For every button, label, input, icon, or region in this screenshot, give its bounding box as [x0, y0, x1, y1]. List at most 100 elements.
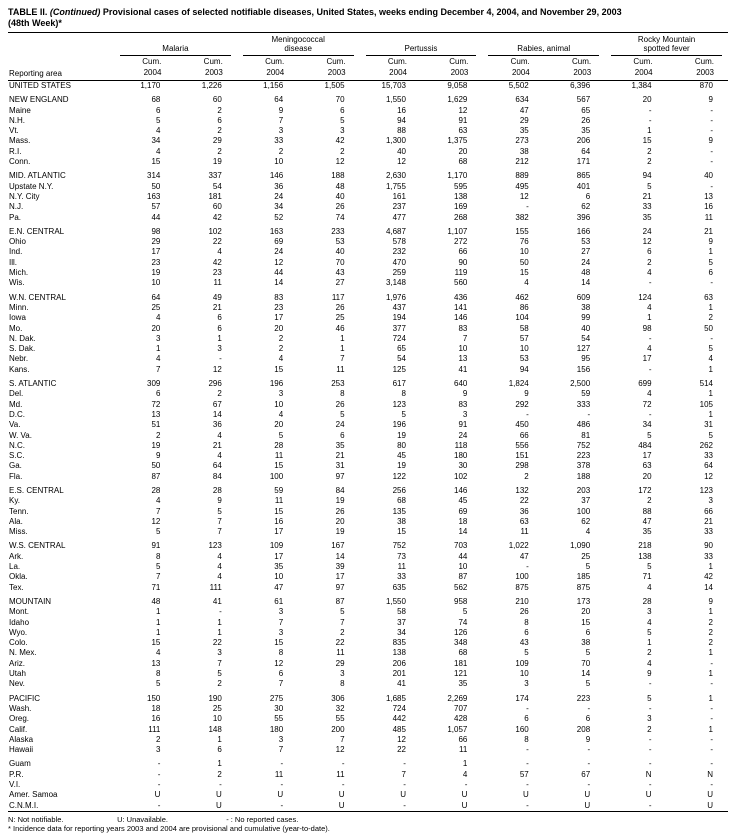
- value-cell: 16: [151, 714, 161, 724]
- value-cell: 14: [704, 582, 713, 592]
- disease-header-row: Reporting area Malaria Meningococcal disea…: [8, 33, 728, 78]
- reporting-area-cell: Ariz.: [9, 658, 25, 668]
- reporting-area-cell: Ohio: [9, 237, 26, 247]
- value-cell: 7: [340, 617, 345, 627]
- value-cell: 174: [515, 693, 529, 703]
- table-row: Ariz. 13 7 12 29 206 181 109 70 4 -: [8, 659, 728, 669]
- value-cell: 44: [458, 551, 468, 561]
- value-cell: 4: [217, 572, 222, 582]
- value-cell: 83: [458, 323, 468, 333]
- reporting-area-cell: MID. ATLANTIC: [9, 171, 66, 181]
- value-cell: 68: [151, 95, 161, 105]
- cum-label: Cum.: [572, 57, 592, 66]
- table-row: N. Dak. 3 1 2 1 724 7 57 54 - -: [8, 334, 728, 344]
- value-cell: 314: [147, 171, 161, 181]
- table-week-label: (48th Week)*: [8, 18, 62, 28]
- value-cell: 15: [151, 157, 161, 167]
- value-cell: 14: [581, 278, 591, 288]
- value-cell: 42: [212, 212, 222, 222]
- value-cell: 3: [647, 714, 652, 724]
- value-cell: 1: [217, 759, 222, 769]
- value-cell: 60: [212, 202, 222, 212]
- value-cell: 97: [335, 582, 345, 592]
- value-cell: 11: [397, 562, 406, 572]
- value-cell: 870: [699, 81, 713, 90]
- value-cell: N: [645, 769, 652, 779]
- value-cell: 5: [340, 115, 345, 125]
- value-cell: 22: [212, 638, 222, 648]
- value-cell: 4: [217, 551, 222, 561]
- value-cell: 4: [155, 496, 161, 506]
- value-cell: 333: [576, 399, 591, 409]
- reporting-area-cell: N.H.: [9, 115, 25, 125]
- value-cell: -: [157, 800, 161, 810]
- table-row: Wash. 18 25 30 32 724 707 - - - -: [8, 704, 728, 714]
- table-row: Utah 8 5 6 3 201 121 10 14 9 1: [8, 669, 728, 679]
- value-cell: 29: [519, 115, 529, 125]
- value-cell: 15: [642, 136, 652, 146]
- value-cell: 5: [708, 430, 713, 440]
- table-row: Wyo. 1 1 3 2 34 126 6 6 5 2: [8, 628, 728, 638]
- value-cell: 118: [454, 440, 468, 450]
- value-cell: 190: [208, 693, 222, 703]
- value-cell: 210: [515, 596, 529, 606]
- value-cell: 8: [524, 617, 529, 627]
- value-cell: 87: [151, 471, 161, 481]
- value-cell: 10: [151, 278, 161, 288]
- value-cell: 24: [581, 257, 591, 267]
- value-cell: 9: [462, 389, 468, 399]
- value-cell: 3,148: [385, 278, 406, 288]
- value-cell: 10: [519, 247, 529, 257]
- value-cell: 63: [519, 516, 529, 526]
- reporting-area-cell: Nev.: [9, 679, 25, 689]
- table-row: Upstate N.Y. 50 54 36 48 1,755 595 495 401 5 -: [8, 182, 728, 192]
- value-cell: 141: [454, 302, 468, 312]
- value-cell: 12: [642, 237, 652, 247]
- value-cell: 181: [454, 658, 468, 668]
- value-cell: 3: [278, 607, 284, 617]
- value-cell: 11: [213, 278, 222, 288]
- value-cell: 48: [335, 181, 345, 191]
- value-cell: 91: [458, 115, 468, 125]
- value-cell: 15: [519, 268, 529, 278]
- value-cell: 7: [217, 658, 222, 668]
- value-cell: 1: [708, 648, 713, 658]
- year-label: 2004: [143, 68, 162, 77]
- table-row: N.Y. City 163 181 24 40 161 138 12 6 21 13: [8, 192, 728, 202]
- value-cell: 1,300: [385, 136, 406, 146]
- value-cell: 1: [647, 126, 652, 136]
- value-cell: 28: [274, 440, 284, 450]
- value-cell: 1,755: [385, 181, 406, 191]
- value-cell: 123: [392, 399, 406, 409]
- value-cell: 11: [459, 745, 468, 755]
- value-cell: 25: [581, 551, 591, 561]
- value-cell: -: [710, 146, 713, 156]
- value-cell: 20: [581, 607, 591, 617]
- value-cell: 26: [581, 115, 591, 125]
- value-cell: 146: [269, 171, 284, 181]
- value-cell: 50: [151, 461, 161, 471]
- value-cell: 146: [454, 485, 468, 495]
- reporting-area-cell: Calif.: [9, 724, 28, 734]
- value-cell: 111: [148, 724, 161, 734]
- value-cell: 14: [581, 669, 591, 679]
- value-cell: 196: [392, 420, 406, 430]
- value-cell: 6: [585, 714, 591, 724]
- year-label: 2004: [511, 68, 530, 77]
- value-cell: 73: [397, 551, 406, 561]
- value-cell: 1: [708, 389, 713, 399]
- value-cell: 41: [458, 364, 468, 374]
- value-cell: 2: [647, 648, 652, 658]
- reporting-area-cell: Upstate N.Y.: [9, 181, 54, 191]
- value-cell: 5: [155, 679, 161, 689]
- value-cell: 67: [581, 769, 591, 779]
- value-cell: 617: [392, 379, 406, 389]
- value-cell: 80: [397, 440, 406, 450]
- value-cell: 24: [274, 247, 284, 257]
- reporting-area-cell: La.: [9, 562, 21, 572]
- value-cell: 4: [647, 658, 652, 668]
- value-cell: -: [526, 202, 529, 212]
- column-group-rocky-mountain-spotted-fever: Rocky Mountain spotted fever: [605, 33, 728, 56]
- value-cell: 1: [217, 734, 222, 744]
- value-cell: U: [584, 800, 591, 810]
